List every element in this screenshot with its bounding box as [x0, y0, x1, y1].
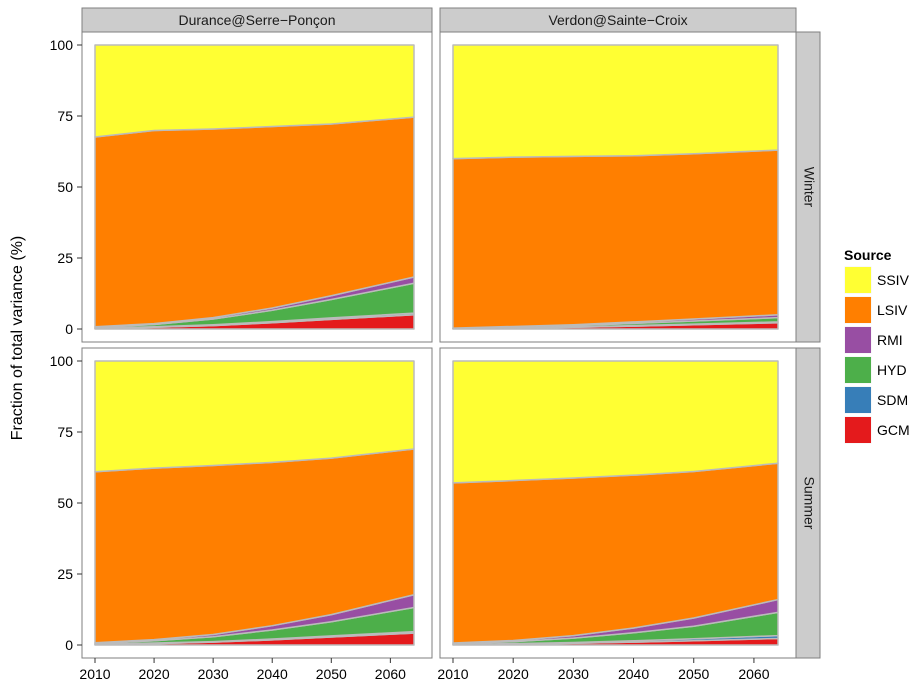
- legend: Source SSIV LSIV RMI HYD SDM GCM: [843, 247, 910, 445]
- facet-strips: Durance@Serre−Ponçon Verdon@Sainte−Croix W…: [81, 7, 821, 659]
- area-ssiv: [94, 360, 415, 473]
- x-tick-label: 2020: [138, 666, 169, 682]
- x-tick-label: 2040: [257, 666, 288, 682]
- area-ssiv: [452, 44, 779, 160]
- column-strip: [81, 7, 433, 33]
- column-strip-label: Verdon@Sainte−Croix: [548, 12, 687, 28]
- y-tick-label: 50: [57, 495, 73, 511]
- legend-label: GCM: [877, 422, 910, 438]
- y-tick-label: 25: [57, 250, 73, 266]
- facet-panels: [81, 31, 797, 659]
- y-tick-label: 0: [65, 321, 73, 337]
- x-tick-label: 2060: [375, 666, 406, 682]
- legend-label: LSIV: [877, 302, 908, 318]
- y-tick-label: 100: [50, 353, 74, 369]
- legend-label: HYD: [877, 362, 907, 378]
- x-tick-label: 2030: [558, 666, 589, 682]
- x-tick-label: 2040: [618, 666, 649, 682]
- x-tick-label: 2010: [437, 666, 468, 682]
- x-tick-label: 2030: [198, 666, 229, 682]
- row-strip-label: Winter: [801, 167, 817, 208]
- y-axis-title: Fraction of total variance (%): [9, 236, 26, 441]
- y-tick-label: 25: [57, 566, 73, 582]
- legend-label: SSIV: [877, 272, 910, 288]
- x-tick-label: 2060: [738, 666, 769, 682]
- y-tick-label: 50: [57, 179, 73, 195]
- legend-swatch-rmi: [845, 327, 871, 353]
- row-strip: [795, 347, 821, 659]
- area-ssiv: [94, 44, 415, 138]
- axes: 0 25 50 75 100 0 25 50 75 100 2010 2020 2030 2040 2050…: [50, 37, 770, 682]
- area-lsiv: [452, 149, 779, 329]
- x-tick-label: 2050: [316, 666, 347, 682]
- column-strip-label: Durance@Serre−Ponçon: [178, 12, 335, 28]
- legend-label: SDM: [877, 392, 908, 408]
- x-tick-label: 2010: [79, 666, 110, 682]
- row-strip-label: Summer: [801, 477, 817, 530]
- legend-title: Source: [844, 247, 892, 263]
- y-tick-label: 75: [57, 424, 73, 440]
- legend-label: RMI: [877, 332, 903, 348]
- y-tick-label: 75: [57, 108, 73, 124]
- y-tick-label: 100: [50, 37, 74, 53]
- legend-swatch-hyd: [845, 357, 871, 383]
- y-tick-label: 0: [65, 637, 73, 653]
- row-strip: [795, 31, 821, 343]
- x-tick-label: 2020: [498, 666, 529, 682]
- legend-swatch-gcm: [845, 417, 871, 443]
- area-ssiv: [452, 360, 779, 484]
- legend-swatch-sdm: [845, 387, 871, 413]
- legend-swatch-lsiv: [845, 297, 871, 323]
- legend-swatch-ssiv: [845, 267, 871, 293]
- x-tick-label: 2050: [678, 666, 709, 682]
